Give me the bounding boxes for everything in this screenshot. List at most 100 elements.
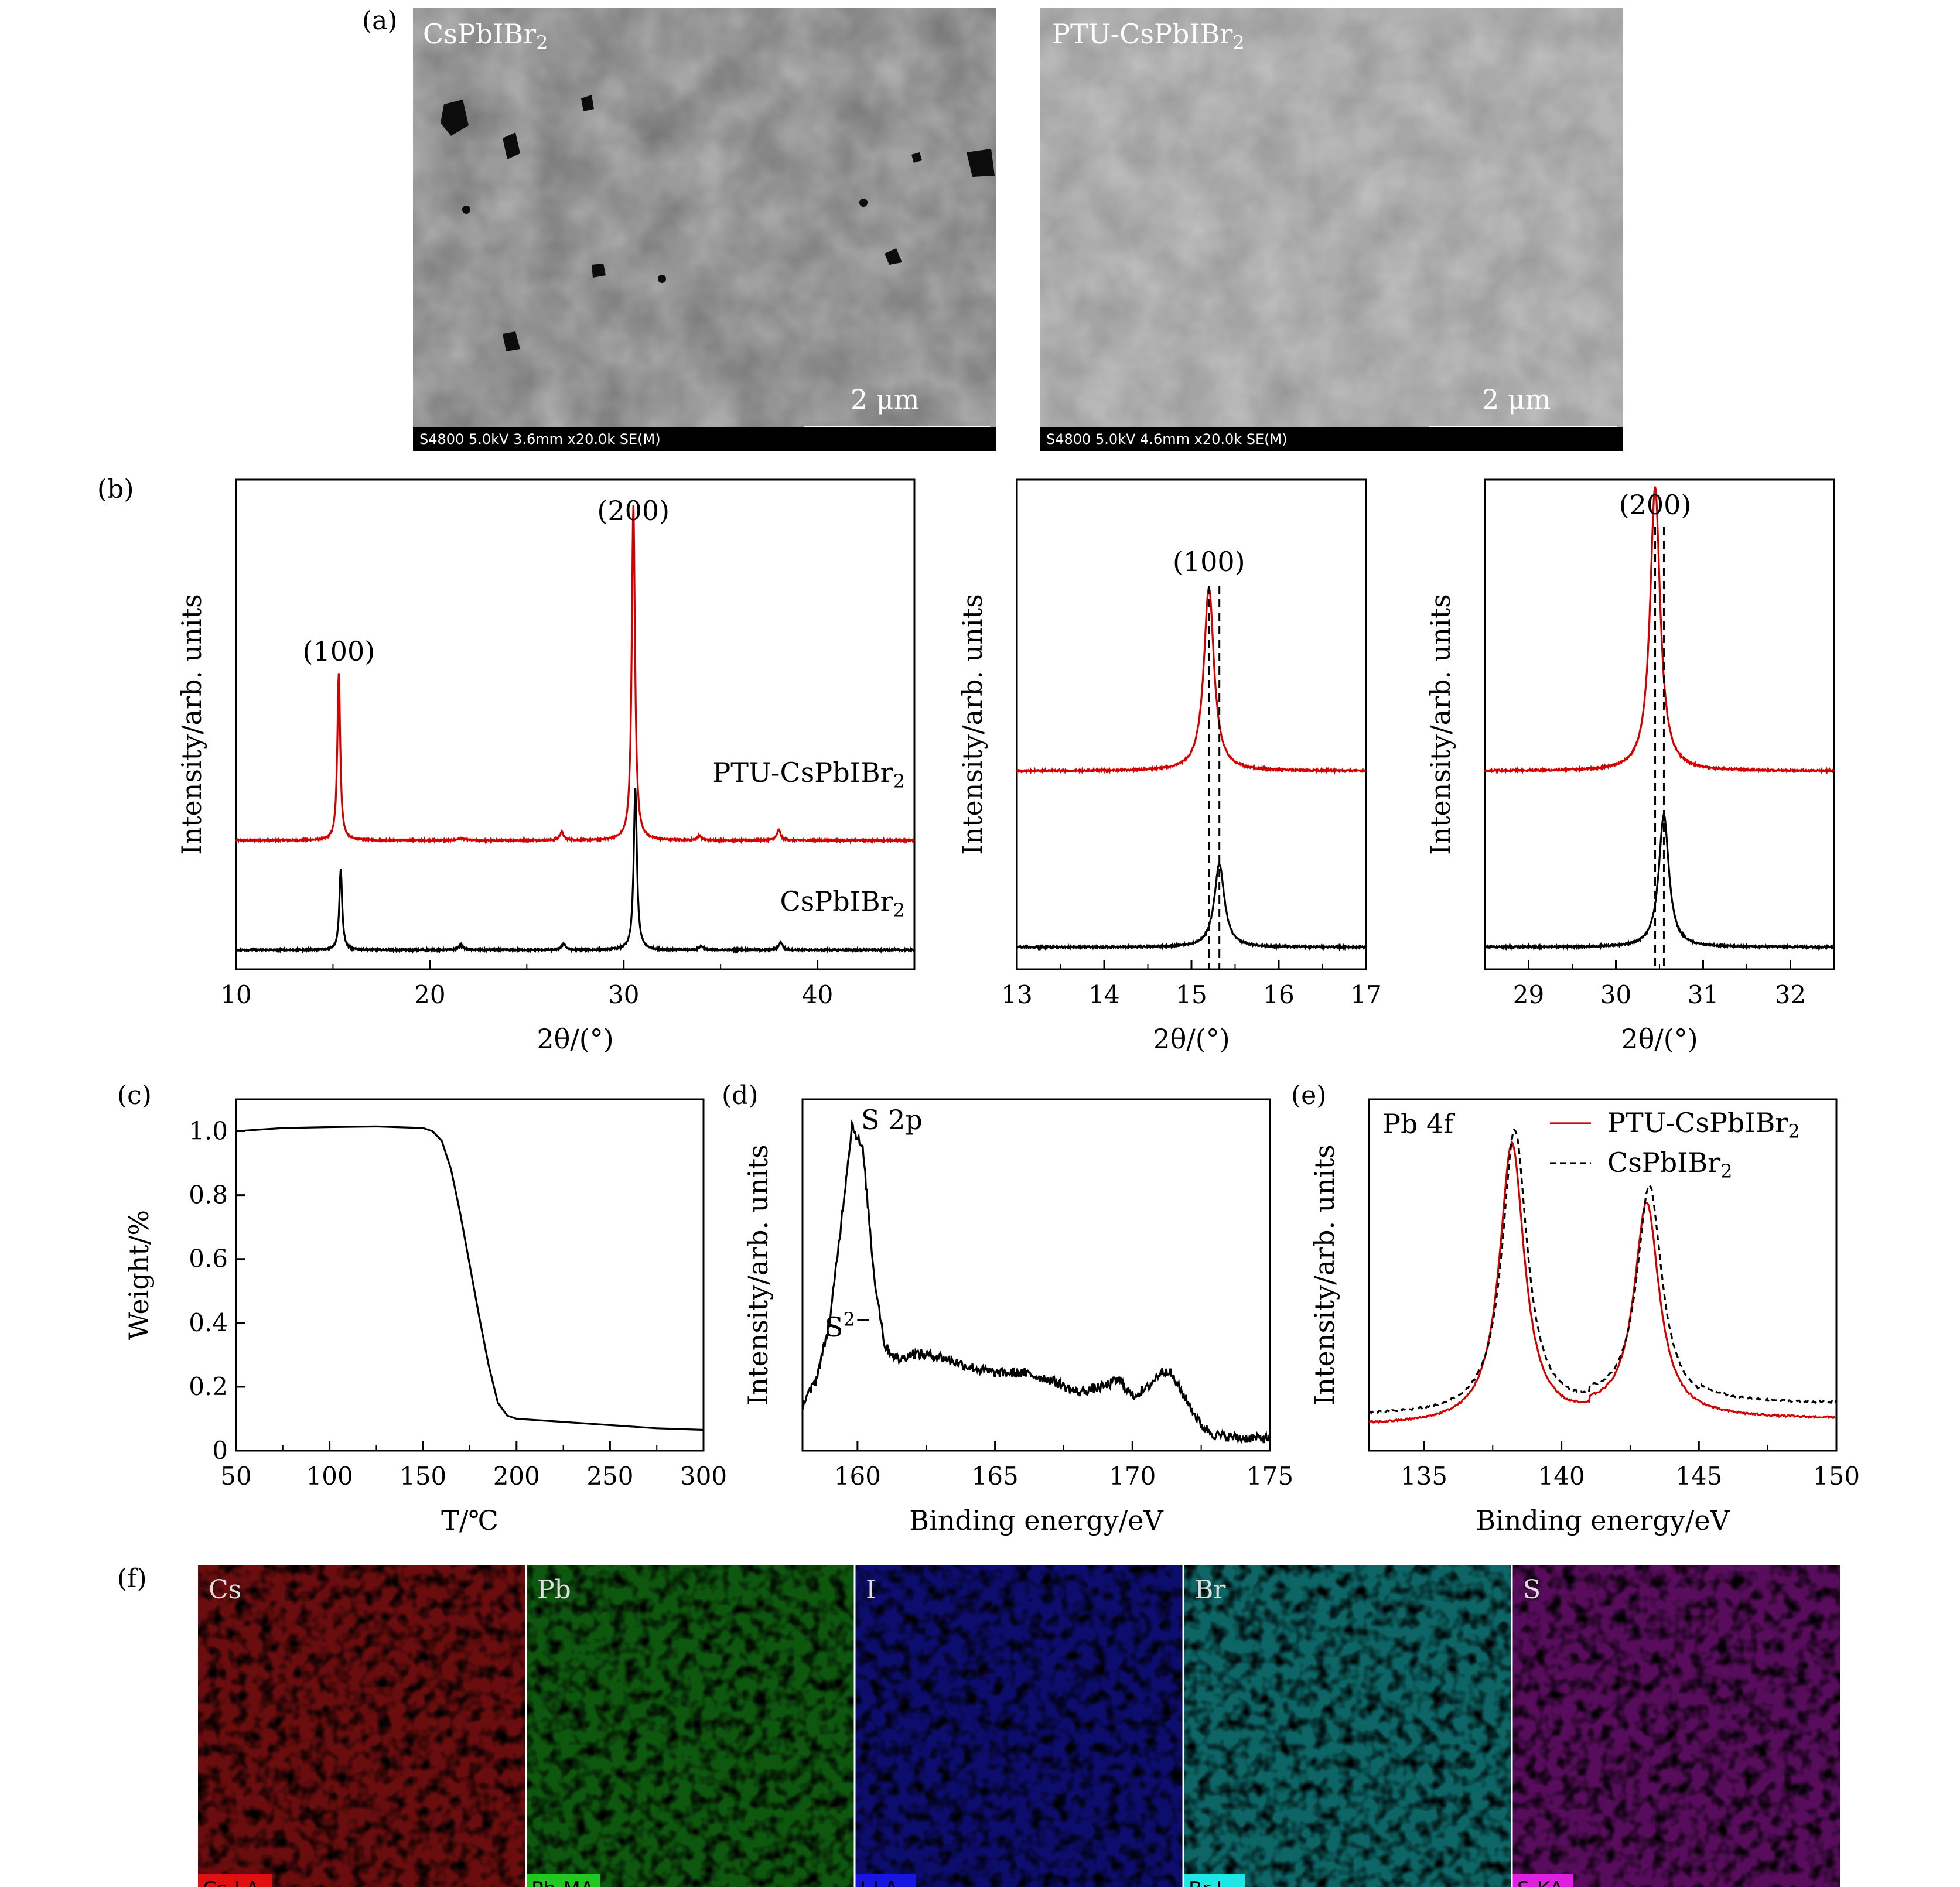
series-line-pristine (1016, 862, 1367, 952)
series-line-s2p (801, 1119, 1271, 1444)
sem-pinholes (441, 95, 995, 351)
eds-map-br: Br Br-L (1184, 1565, 1511, 1887)
y-tick-label: 0.2 (189, 1372, 228, 1401)
sem-footer-pristine: S4800 5.0kV 3.6mm x20.0k SE(M) (419, 431, 661, 447)
panel-label-b: (b) (97, 474, 134, 504)
peak-label: (200) (1619, 489, 1692, 521)
plot-frame (1368, 1098, 1838, 1452)
x-tick-label: 250 (586, 1462, 633, 1491)
x-tick-label: 300 (680, 1462, 727, 1491)
y-axis-label: Intensity/arb. units (957, 594, 988, 855)
x-tick-label: 32 (1775, 980, 1806, 1009)
x-tick-label: 31 (1688, 980, 1719, 1009)
x-tick-label: 17 (1350, 980, 1381, 1009)
eds-line-label: Br-L (1189, 1878, 1227, 1887)
x-axis-label: T/℃ (441, 1505, 498, 1536)
plot-xrd-full: 10 20 30 40 2θ/(°) Intensity/arb. units (100) (… (176, 478, 916, 1055)
plot-xps-pb4f: 135 140 145 150 Binding energy/eV Intensity/a… (1309, 1098, 1860, 1536)
annotation-s2p: S 2p (861, 1104, 923, 1136)
x-axis-label: 2θ/(°) (537, 1023, 613, 1055)
peak-label: (100) (1173, 546, 1245, 577)
x-tick-label: 175 (1247, 1462, 1293, 1491)
plot-xrd-200: 29 30 31 32 2θ/(°) Intensity/arb. units (200) (1425, 478, 1835, 1055)
eds-element-label: Br (1194, 1575, 1226, 1605)
y-axis-label: Intensity/arb. units (1309, 1144, 1340, 1406)
plot-frame (235, 478, 916, 970)
peak-label-200: (200) (597, 495, 670, 527)
x-tick-label: 145 (1675, 1462, 1722, 1491)
eds-element-label: S (1523, 1575, 1541, 1605)
series-line-ptu (1368, 1140, 1837, 1424)
eds-maps: Cs Cs-LA Pb Pb-MA I I-LA Br Br-L S S-KA (198, 1565, 1840, 1887)
eds-line-label: Cs-LA (203, 1878, 259, 1887)
sem-scale-pristine: 2 μm (851, 384, 919, 415)
x-tick-label: 30 (1600, 980, 1631, 1009)
eds-line-tag (1184, 1874, 1245, 1887)
eds-element-label: I (866, 1575, 876, 1605)
plot-frame (235, 1098, 705, 1452)
x-tick-label: 40 (802, 980, 833, 1009)
panel-label-a: (a) (362, 6, 398, 36)
plot-xps-s2p: 160 165 170 175 Binding energy/eV Intensity/a… (742, 1098, 1293, 1536)
eds-element-label: Cs (209, 1575, 241, 1605)
x-tick-label: 16 (1263, 980, 1294, 1009)
eds-map-cs: Cs Cs-LA (198, 1565, 525, 1887)
series-line-ptu (235, 505, 915, 845)
legend-label: PTU-CsPbIBr2 (1607, 1107, 1800, 1143)
x-tick-label: 20 (414, 980, 445, 1009)
plot-tga: 50 100 150 200 250 300 T/℃ Weight/% 0 0.2 0.4 0.6 0.… (123, 1098, 727, 1536)
y-tick-label: 0.6 (189, 1245, 228, 1273)
x-tick-label: 150 (399, 1462, 446, 1491)
eds-line-tag (855, 1874, 916, 1887)
eds-map-i: I I-LA (855, 1565, 1183, 1887)
x-tick-label: 100 (306, 1462, 353, 1491)
x-tick-label: 135 (1401, 1462, 1447, 1491)
panel-label-c: (c) (117, 1081, 152, 1110)
sem-label-ptu: PTU-CsPbIBr2 (1052, 18, 1245, 54)
sem-label-pristine: CsPbIBr2 (423, 18, 548, 54)
sem-footer-ptu: S4800 5.0kV 4.6mm x20.0k SE(M) (1046, 431, 1288, 447)
panel-label-e: (e) (1291, 1081, 1326, 1110)
sem-image-pristine: CsPbIBr2 2 μm S4800 5.0kV 3.6mm x20.0k S… (413, 8, 996, 451)
y-axis-label: Intensity/arb. units (742, 1144, 774, 1406)
eds-line-label: I-LA (860, 1878, 898, 1887)
x-tick-label: 170 (1109, 1462, 1156, 1491)
eds-line-label: Pb-MA (531, 1878, 594, 1887)
series-line-pristine (1368, 1128, 1838, 1414)
y-axis-label: Weight/% (123, 1210, 155, 1340)
x-axis-label: 2θ/(°) (1153, 1023, 1230, 1055)
eds-line-tag (527, 1874, 600, 1887)
plot-frame (1484, 478, 1835, 970)
annotation-pb4f: Pb 4f (1382, 1108, 1455, 1140)
eds-map-pb: Pb Pb-MA (527, 1565, 854, 1887)
series-label-ptu: PTU-CsPbIBr2 (712, 757, 905, 792)
plot-frame (801, 1098, 1271, 1452)
series-line-tga (235, 1125, 704, 1431)
y-axis-label: Intensity/arb. units (176, 594, 207, 855)
series-line-pristine (1484, 814, 1835, 952)
y-tick-label: 0.8 (189, 1181, 228, 1209)
x-tick-label: 140 (1538, 1462, 1585, 1491)
annotation-s2-minus: S2− (825, 1308, 871, 1343)
x-axis-label: Binding energy/eV (1476, 1505, 1730, 1536)
y-tick-label: 0 (212, 1436, 228, 1465)
series-line-ptu (1484, 486, 1835, 775)
eds-element-label: Pb (537, 1575, 571, 1605)
series-line-ptu (1016, 586, 1367, 775)
x-tick-label: 10 (220, 980, 251, 1009)
eds-map-s: S S-KA (1512, 1565, 1840, 1887)
x-tick-label: 29 (1513, 980, 1544, 1009)
series-line-pristine (235, 788, 915, 955)
sem-scale-ptu: 2 μm (1482, 384, 1551, 415)
plot-xrd-100: 13 14 15 16 17 2θ/(°) Intensity/arb. units (100… (957, 478, 1382, 1055)
panel-label-f: (f) (117, 1564, 147, 1594)
panel-label-d: (d) (722, 1081, 759, 1110)
eds-line-tag (1512, 1874, 1573, 1887)
legend-label: CsPbIBr2 (1607, 1147, 1733, 1182)
x-tick-label: 30 (608, 980, 639, 1009)
y-tick-label: 0.4 (189, 1308, 228, 1337)
x-tick-label: 13 (1001, 980, 1032, 1009)
y-tick-label: 1.0 (189, 1117, 228, 1146)
sem-image-ptu: PTU-CsPbIBr2 2 μm S4800 5.0kV 4.6mm x20.… (1040, 8, 1623, 451)
